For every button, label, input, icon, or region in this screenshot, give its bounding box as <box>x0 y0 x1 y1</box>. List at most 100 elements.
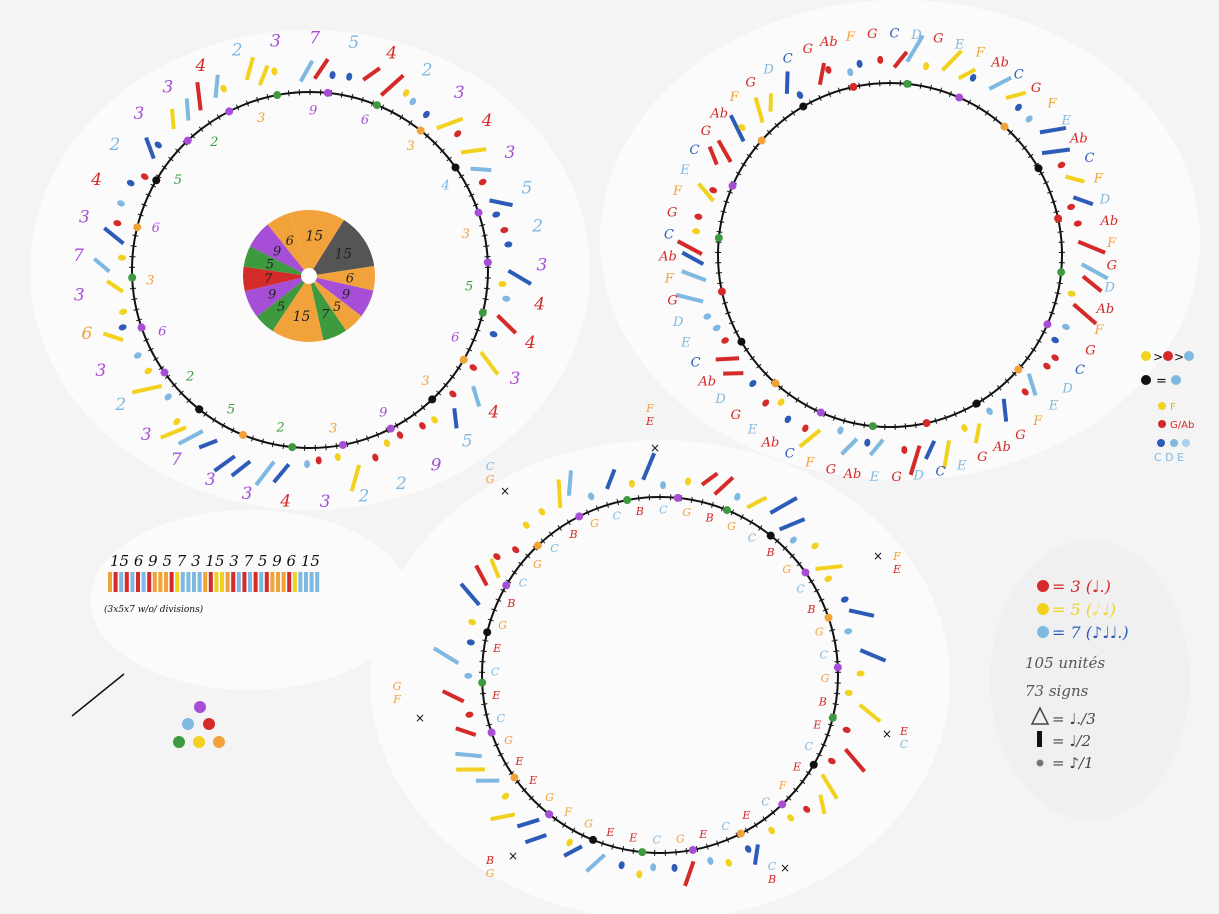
tick <box>720 210 727 213</box>
bar-mark <box>556 479 563 509</box>
tick <box>904 423 907 430</box>
outer-number-label: 3 <box>510 369 521 389</box>
tick <box>164 374 171 379</box>
dot-mark <box>787 814 795 822</box>
bar-mark <box>470 166 492 173</box>
dot-mark <box>118 324 127 331</box>
tick <box>136 318 143 322</box>
ring-dot <box>623 496 632 505</box>
sequence-bar <box>108 572 112 592</box>
tick <box>505 579 512 584</box>
dot-mark <box>117 200 125 207</box>
tick <box>752 145 759 151</box>
note-label: G <box>891 470 901 485</box>
inner-number-label: 6 <box>451 331 459 346</box>
bar-mark <box>516 817 540 829</box>
note-label: G <box>782 563 791 576</box>
dot-mark <box>468 619 477 626</box>
sequence-bar <box>248 572 252 592</box>
dot-mark <box>825 65 832 74</box>
bar-mark <box>1005 90 1027 100</box>
note-label: G <box>933 32 943 47</box>
dot-mark <box>372 453 379 462</box>
bar-mark <box>1001 398 1009 422</box>
note-label: G <box>545 791 554 804</box>
bar-mark <box>92 257 111 274</box>
tick <box>198 126 204 132</box>
dot-mark <box>315 456 322 465</box>
bar-mark <box>230 459 252 478</box>
ring-dot <box>533 541 542 550</box>
bar-mark <box>859 648 887 663</box>
bar-mark <box>105 279 124 294</box>
tick <box>1038 171 1045 176</box>
red-dot <box>203 718 215 730</box>
pie-slice <box>309 276 374 317</box>
x-mark: × <box>415 711 425 725</box>
circle-2-marks <box>675 34 1109 476</box>
tick <box>996 385 1002 391</box>
note-label: C <box>889 26 899 41</box>
tick <box>287 90 290 97</box>
tick <box>412 411 417 417</box>
bar-mark <box>973 423 982 444</box>
bar-mark <box>131 383 163 395</box>
dot-mark <box>1057 161 1066 169</box>
dot-mark <box>566 838 573 847</box>
sequence-bar <box>203 572 208 592</box>
dot-mark <box>512 546 520 554</box>
sequence-bar <box>315 572 320 592</box>
tick <box>967 99 972 106</box>
dot-mark <box>422 110 430 119</box>
ring-dot <box>487 728 496 737</box>
tick <box>477 318 484 322</box>
tick <box>486 723 493 727</box>
tick <box>1021 145 1028 151</box>
tick <box>716 231 723 233</box>
bar-mark <box>479 350 500 376</box>
bar-mark <box>605 468 617 490</box>
legend-F-dot <box>1158 402 1166 410</box>
bar-mark <box>103 226 125 246</box>
bar-mark <box>471 385 482 408</box>
tick <box>256 96 259 103</box>
tick <box>1008 129 1014 135</box>
ring-dot <box>673 493 682 502</box>
note-label: E <box>869 470 880 485</box>
dot-mark <box>502 295 511 302</box>
note-label: E <box>812 718 821 731</box>
sequence-bar <box>169 572 174 592</box>
yellow-dot <box>193 736 205 748</box>
dot-mark <box>469 364 478 371</box>
note-label: G <box>667 293 677 308</box>
note-label: E <box>514 755 523 768</box>
tick <box>848 84 851 91</box>
note-label: E <box>679 163 690 178</box>
bar-mark <box>489 198 513 208</box>
tick <box>782 116 788 122</box>
ring-dot <box>137 323 146 332</box>
tick <box>730 509 735 516</box>
dot-mark <box>144 367 153 375</box>
dot-mark <box>837 426 844 435</box>
tick <box>482 298 489 301</box>
tick <box>536 802 542 809</box>
dot-mark <box>744 845 752 853</box>
dot-mark <box>346 72 353 81</box>
note-label: E <box>747 423 758 438</box>
dot-mark <box>334 453 341 462</box>
tick <box>212 417 217 423</box>
bar-mark <box>683 860 696 887</box>
note-label: E <box>741 809 750 822</box>
tick <box>145 193 152 197</box>
bar-mark <box>713 475 735 496</box>
tick <box>929 84 932 91</box>
note-label: F <box>1046 97 1057 112</box>
sequence-bar <box>231 572 236 592</box>
bar-mark <box>728 114 746 143</box>
legend-right: > > = F G/Ab C D E <box>1141 350 1194 464</box>
ring-dot <box>809 760 818 769</box>
bar-mark <box>170 108 176 130</box>
dot-mark <box>856 670 865 677</box>
tick <box>508 770 515 776</box>
